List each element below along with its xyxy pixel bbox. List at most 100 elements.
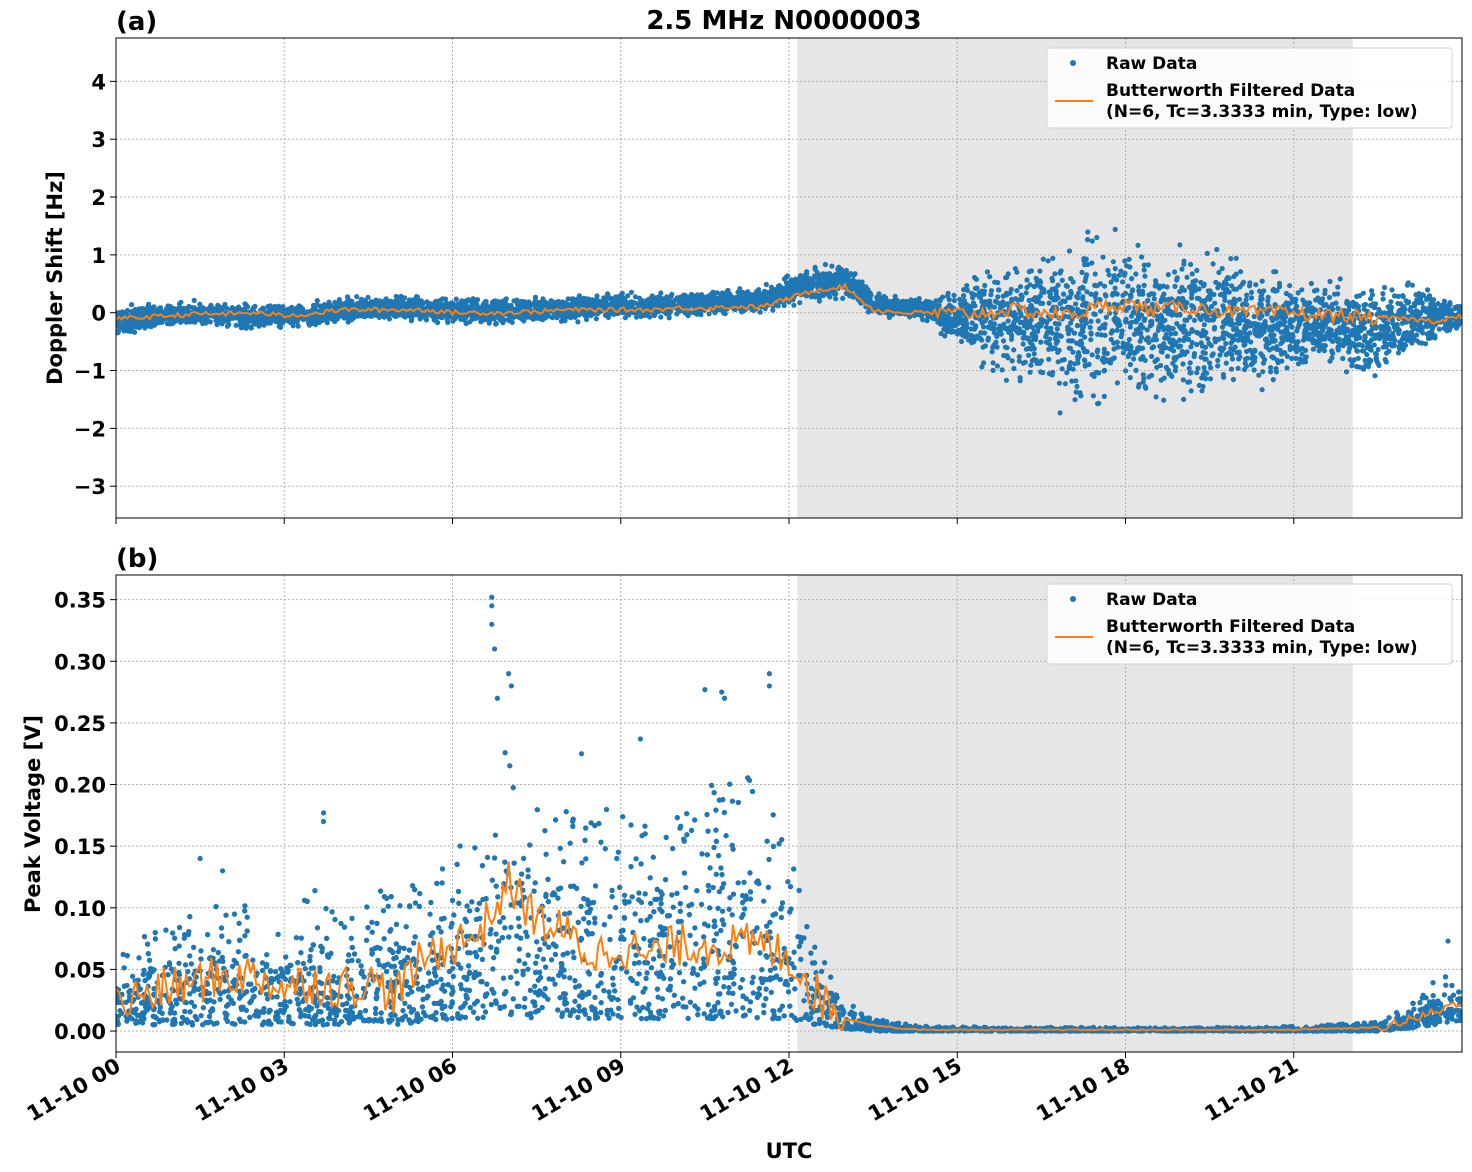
raw-data-point — [1049, 330, 1055, 336]
raw-data-point — [1082, 262, 1088, 268]
raw-data-point — [1127, 375, 1133, 381]
raw-data-point — [248, 325, 254, 331]
raw-data-point — [1101, 393, 1107, 399]
raw-data-point — [1172, 330, 1179, 337]
raw-data-point — [1386, 348, 1392, 354]
raw-data-point — [215, 305, 221, 311]
raw-data-point — [1184, 349, 1190, 355]
raw-data-point — [191, 297, 197, 303]
raw-data-point — [1014, 288, 1020, 294]
raw-data-point — [1170, 326, 1176, 332]
raw-data-point — [1074, 383, 1080, 390]
raw-data-point — [984, 269, 991, 275]
raw-data-point — [1079, 284, 1086, 290]
raw-data-point — [1269, 354, 1275, 360]
raw-data-point — [1003, 377, 1010, 383]
raw-data-point — [1027, 369, 1033, 375]
raw-data-point — [1194, 341, 1200, 348]
raw-data-point — [1020, 341, 1026, 347]
raw-data-point — [1335, 305, 1341, 311]
raw-data-point — [1123, 368, 1129, 374]
raw-data-point — [745, 289, 751, 295]
raw-data-point — [1153, 394, 1159, 400]
raw-data-point — [1079, 269, 1085, 275]
raw-data-point — [1364, 352, 1370, 358]
raw-data-point — [998, 331, 1004, 337]
raw-data-point — [785, 273, 791, 279]
raw-data-point — [1031, 283, 1037, 290]
raw-data-point — [791, 302, 797, 308]
raw-data-point — [1190, 304, 1196, 310]
raw-data-point — [1037, 268, 1043, 274]
raw-data-point — [1326, 294, 1333, 301]
raw-data-point — [1341, 323, 1347, 329]
raw-data-point — [1181, 337, 1187, 344]
raw-data-point — [982, 282, 988, 289]
raw-data-point — [1066, 248, 1073, 254]
raw-data-point — [1235, 316, 1241, 322]
raw-data-point — [1201, 365, 1207, 371]
raw-data-point — [1265, 298, 1271, 304]
raw-data-point — [1158, 377, 1164, 383]
raw-data-point — [757, 309, 763, 315]
raw-data-point — [498, 299, 504, 305]
raw-data-point — [1100, 254, 1106, 260]
raw-data-point — [995, 294, 1001, 300]
raw-data-point — [1236, 349, 1242, 355]
raw-data-point — [1322, 287, 1328, 293]
raw-data-point — [1128, 292, 1134, 298]
raw-data-point — [816, 298, 823, 304]
raw-data-point — [1110, 259, 1116, 265]
raw-data-point — [990, 360, 996, 366]
raw-data-point — [233, 322, 239, 328]
raw-data-point — [1111, 340, 1117, 346]
raw-data-point — [224, 305, 230, 311]
raw-data-point — [961, 293, 967, 299]
raw-data-point — [1073, 389, 1079, 395]
raw-data-point — [996, 287, 1002, 293]
raw-data-point — [1174, 321, 1180, 327]
raw-data-point — [1333, 300, 1339, 306]
raw-data-point — [1164, 353, 1171, 359]
raw-data-point — [993, 339, 999, 345]
raw-data-point — [267, 303, 273, 309]
raw-data-point — [1273, 369, 1279, 375]
raw-data-point — [1188, 388, 1194, 394]
raw-data-point — [1336, 336, 1342, 342]
raw-data-point — [1316, 348, 1322, 354]
raw-data-point — [1180, 377, 1186, 383]
raw-data-point — [1106, 272, 1112, 278]
raw-data-point — [1037, 300, 1043, 306]
raw-data-point — [1400, 293, 1406, 299]
raw-data-point — [1090, 393, 1096, 399]
raw-data-point — [1161, 397, 1167, 403]
raw-data-point — [1411, 326, 1417, 332]
raw-data-point — [186, 304, 192, 310]
raw-data-point — [995, 300, 1001, 306]
raw-data-point — [1295, 290, 1301, 296]
raw-data-point — [1045, 258, 1051, 264]
raw-data-point — [1220, 330, 1227, 336]
raw-data-point — [1038, 284, 1044, 291]
raw-data-point — [1064, 370, 1070, 376]
raw-data-point — [576, 293, 583, 299]
raw-data-point — [1062, 381, 1068, 387]
raw-data-point — [1303, 300, 1309, 306]
raw-data-point — [1235, 365, 1241, 371]
raw-data-point — [619, 290, 625, 296]
raw-data-point — [1018, 295, 1025, 301]
raw-data-point — [1233, 271, 1239, 277]
raw-data-point — [1207, 376, 1214, 382]
raw-data-point — [1085, 229, 1091, 235]
raw-data-point — [1299, 351, 1305, 357]
raw-data-point — [1287, 283, 1293, 289]
raw-data-point — [1226, 275, 1232, 281]
raw-data-point — [1409, 282, 1415, 288]
raw-data-point — [1151, 296, 1157, 302]
raw-data-point — [1226, 350, 1232, 356]
raw-data-point — [1089, 260, 1095, 266]
raw-data-point — [1103, 293, 1109, 299]
raw-data-point — [224, 323, 230, 329]
raw-data-point — [1238, 269, 1244, 275]
panel-b-label: (b) — [116, 544, 158, 574]
